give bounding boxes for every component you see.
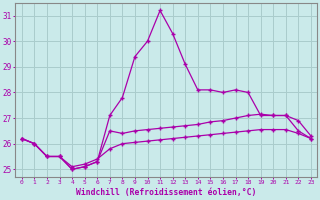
- X-axis label: Windchill (Refroidissement éolien,°C): Windchill (Refroidissement éolien,°C): [76, 188, 257, 197]
